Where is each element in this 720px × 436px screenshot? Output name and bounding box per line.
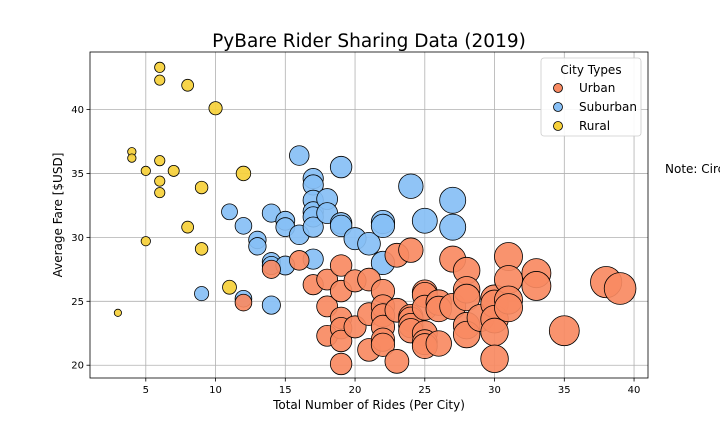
rural-point: [181, 220, 194, 234]
suburban-point: [302, 216, 324, 238]
suburban-point: [439, 186, 467, 214]
legend-marker: [553, 83, 563, 93]
suburban-point: [398, 173, 424, 199]
x-tick-label: 10: [209, 385, 222, 396]
suburban-point: [221, 203, 238, 221]
urban-point: [384, 349, 410, 374]
y-tick-label: 30: [71, 233, 84, 244]
urban-point: [603, 272, 637, 305]
legend-title: City Types: [560, 63, 621, 77]
suburban-point: [329, 155, 353, 179]
rural-point: [113, 308, 122, 317]
urban-point: [494, 293, 523, 323]
urban-point: [329, 329, 353, 353]
suburban-point: [357, 231, 381, 256]
legend-item-rural: Rural: [553, 119, 610, 133]
x-tick-label: 5: [143, 385, 149, 396]
plot-area-frame: [89, 51, 649, 379]
rural-point: [194, 180, 209, 195]
y-tick-label: 20: [71, 361, 84, 372]
urban-point: [480, 317, 509, 347]
axis-ticks: 5 10 15 20 25 30 35 40 20 25 30 35 40: [71, 105, 640, 396]
x-tick-label: 25: [418, 385, 431, 396]
legend-item-urban: Urban: [553, 81, 615, 95]
series-rural: [113, 61, 252, 317]
legend-box: [540, 57, 642, 137]
legend-item-suburban: Suburban: [553, 100, 637, 114]
x-tick-label: 15: [279, 385, 292, 396]
rural-point: [154, 74, 166, 86]
data-points: [113, 61, 637, 376]
suburban-point: [261, 295, 281, 315]
y-tick-label: 25: [71, 297, 84, 308]
chart-note: Note: Circle size correlates with driver…: [665, 162, 720, 176]
legend-marker: [553, 121, 563, 131]
chart-title: PyBare Rider Sharing Data (2019): [212, 31, 526, 52]
suburban-point: [194, 286, 210, 302]
x-tick-label: 30: [488, 385, 501, 396]
urban-point: [329, 254, 353, 277]
rural-point: [222, 279, 237, 295]
y-tick-label: 40: [71, 105, 84, 116]
rural-point: [140, 165, 151, 176]
rural-point: [167, 164, 180, 177]
suburban-point: [234, 217, 253, 235]
urban-point: [289, 250, 310, 271]
legend-label: Urban: [579, 81, 615, 95]
suburban-point: [370, 213, 396, 238]
urban-point: [548, 315, 580, 347]
urban-point: [370, 332, 396, 357]
rural-point: [127, 153, 137, 163]
rural-point: [154, 61, 166, 73]
urban-point: [521, 271, 552, 301]
legend-label: Rural: [579, 119, 610, 133]
suburban-point: [248, 237, 267, 256]
urban-point: [452, 283, 481, 312]
urban-point: [261, 259, 281, 279]
rural-point: [181, 78, 194, 92]
x-axis-label: Total Number of Rides (Per City): [272, 398, 465, 412]
legend: City Types Urban Suburban Rural: [540, 57, 642, 137]
y-tick-label: 35: [71, 169, 84, 180]
suburban-point: [439, 213, 467, 241]
rural-point: [235, 165, 252, 182]
urban-point: [329, 352, 353, 376]
legend-marker: [553, 102, 563, 112]
y-axis-label: Average Fare [$USD]: [51, 153, 65, 278]
rural-point: [154, 187, 166, 199]
x-tick-label: 20: [349, 385, 362, 396]
series-suburban: [194, 145, 467, 315]
series-urban: [234, 237, 637, 376]
rural-point: [140, 236, 151, 247]
suburban-point: [289, 145, 310, 166]
rural-point: [154, 155, 166, 167]
urban-point: [480, 344, 509, 374]
urban-point: [234, 293, 253, 312]
urban-point: [425, 330, 452, 357]
rural-point: [208, 101, 223, 116]
legend-label: Suburban: [579, 100, 637, 114]
urban-point: [398, 237, 424, 263]
rural-point: [154, 175, 166, 187]
x-tick-label: 40: [628, 385, 641, 396]
suburban-point: [411, 207, 438, 234]
x-tick-label: 35: [558, 385, 571, 396]
rural-point: [194, 242, 209, 256]
